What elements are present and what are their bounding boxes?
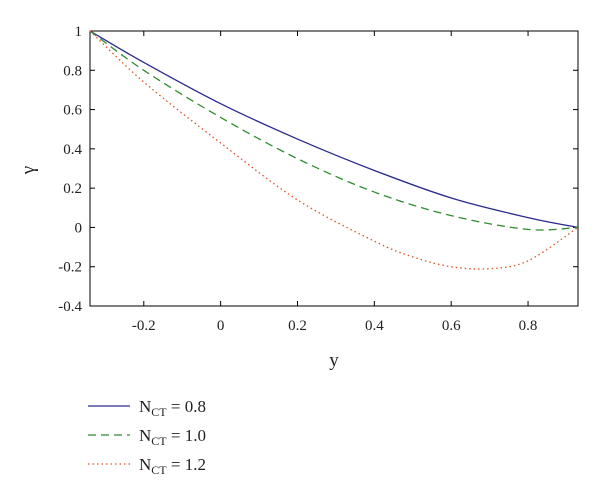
y-tick-label: -0.2 [58, 260, 82, 276]
plot-frame [89, 30, 579, 307]
legend-label-2: NCT = 1.0 [139, 426, 206, 448]
x-tick-label: 0.8 [519, 318, 538, 334]
x-axis-label: y [329, 350, 339, 371]
y-tick-label: 0.8 [63, 63, 82, 79]
y-tick-label: 0.4 [63, 142, 82, 158]
series-line-3 [89, 30, 579, 270]
legend-label-3: NCT = 1.2 [139, 455, 206, 477]
x-tick-label: 0.2 [288, 318, 307, 334]
series-line-1 [89, 30, 579, 229]
x-tick-label: 0.6 [442, 318, 461, 334]
y-tick-label: 1 [75, 24, 83, 40]
x-tick-label: -0.2 [132, 318, 156, 334]
y-axis-label: γ [18, 166, 39, 175]
legend: NCT = 0.8 NCT = 1.0 NCT = 1.2 [88, 397, 206, 477]
series-line-2 [89, 30, 579, 231]
x-tick-label: 0 [217, 318, 225, 334]
y-tick-label: -0.4 [58, 299, 82, 315]
y-tick-label: 0.6 [63, 103, 82, 119]
x-tick-label: 0.4 [365, 318, 384, 334]
y-tick-label: 0 [75, 220, 83, 236]
legend-label-1: NCT = 0.8 [139, 397, 206, 419]
y-tick-label: 0.2 [63, 181, 82, 197]
